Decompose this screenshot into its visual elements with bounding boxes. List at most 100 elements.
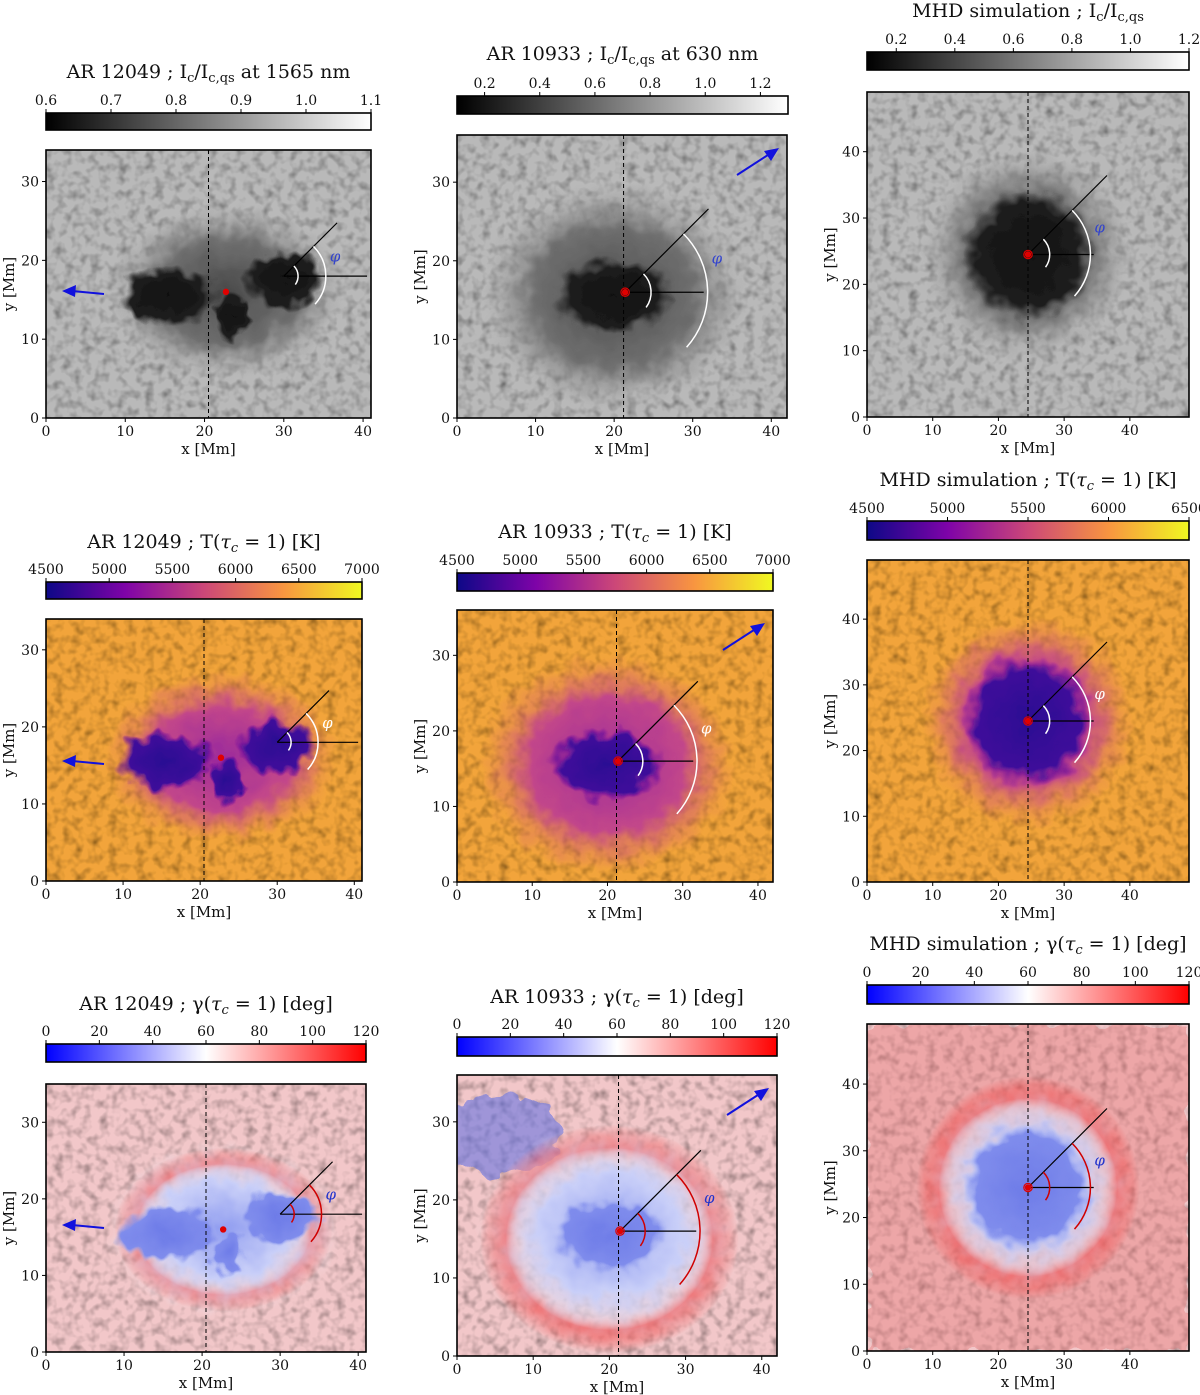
axes-frame — [456, 134, 788, 419]
panel-p13: MHD simulation ; Ic​/Ic,qs​ 0.2 0.4 0.6 0.8 1… — [821, 0, 1200, 457]
x-axis-label: x [Mm] — [595, 440, 650, 458]
phi-label: φ — [326, 1186, 337, 1204]
direction-arrow-line — [71, 760, 105, 765]
colorbar-tick-label: 0.2 — [885, 32, 907, 48]
panel-title: MHD simulation ; T(τc​ = 1) [K] — [879, 469, 1176, 494]
x-tick-label: 10 — [116, 424, 134, 440]
diagonal-ray-line — [619, 1149, 702, 1232]
colorbar-tick-label: 7000 — [755, 553, 791, 569]
phi-label: φ — [704, 1189, 715, 1207]
colorbar-tick-label: 6000 — [218, 562, 254, 578]
x-tick-label: 40 — [1121, 1357, 1139, 1373]
phi-label: φ — [1094, 219, 1105, 237]
y-tick-label: 10 — [842, 344, 860, 360]
map-image — [457, 135, 787, 418]
y-tick-label: 0 — [851, 410, 860, 426]
x-tick-label: 40 — [1121, 888, 1139, 904]
x-tick-label: 10 — [924, 423, 942, 439]
panel-p32: AR 10933 ; γ(τc​ = 1) [deg]0204060801001… — [411, 986, 790, 1395]
outer-arc — [682, 233, 709, 348]
x-tick-label: 0 — [42, 424, 51, 440]
origin-marker — [620, 287, 630, 298]
x-tick-label: 0 — [42, 1358, 51, 1374]
colorbar-tick-label: 100 — [299, 1024, 326, 1040]
colorbar-tick-label: 120 — [353, 1024, 380, 1040]
colorbar-tick-label: 20 — [90, 1024, 108, 1040]
x-tick-label: 0 — [453, 424, 462, 440]
diagonal-ray-line — [1027, 1108, 1108, 1188]
origin-marker — [1023, 1182, 1033, 1193]
center-marker — [1024, 717, 1032, 725]
y-tick-label: 30 — [842, 678, 860, 694]
inner-arc — [1042, 705, 1051, 735]
x-axis-label: x [Mm] — [181, 440, 236, 458]
y-tick-label: 20 — [21, 1192, 39, 1208]
x-tick-label: 0 — [453, 888, 462, 904]
inner-arc — [286, 731, 292, 751]
y-tick-label: 30 — [842, 211, 860, 227]
colorbar — [456, 1036, 778, 1057]
diagonal-ray-line — [1027, 641, 1108, 722]
colorbar-tick-label: 1.1 — [360, 93, 382, 109]
outer-arc — [673, 704, 698, 815]
outer-arc — [1071, 209, 1092, 297]
x-tick-label: 10 — [523, 888, 541, 904]
y-tick-label: 30 — [842, 1144, 860, 1160]
inner-arc — [1042, 238, 1051, 268]
panel-p11: AR 12049 ; Ic​/Ic,qs​ at 1565 nm 0.6 0.7 0.… — [0, 61, 382, 458]
y-tick-label: 30 — [21, 1115, 39, 1131]
y-axis-label: y [Mm] — [821, 227, 839, 283]
panel-title: AR 12049 ; T(τc​ = 1) [K] — [86, 531, 320, 556]
colorbar-tick-label: 120 — [764, 1017, 791, 1033]
colorbar-tick-label: 20 — [912, 965, 930, 981]
phi-label: φ — [330, 247, 341, 265]
colorbar-tick-label: 0.9 — [230, 93, 252, 109]
y-tick-label: 20 — [21, 720, 39, 736]
y-tick-label: 20 — [842, 1211, 860, 1227]
direction-arrow-line — [71, 1224, 105, 1229]
y-tick-label: 0 — [851, 1344, 860, 1360]
colorbar-tick-label: 40 — [144, 1024, 162, 1040]
center-marker — [219, 1226, 227, 1233]
x-tick-label: 30 — [1055, 888, 1073, 904]
origin-marker — [1023, 249, 1033, 260]
direction-arrow-line — [71, 290, 105, 295]
x-tick-label: 10 — [924, 888, 942, 904]
y-tick-label: 0 — [441, 1349, 450, 1365]
colorbar-tick-label: 4500 — [28, 562, 64, 578]
colorbar-tick-label: 1.0 — [1119, 32, 1141, 48]
colorbar-tick-label: 120 — [1176, 965, 1200, 981]
colorbar-tick-label: 0.8 — [639, 76, 661, 92]
center-marker — [1024, 1184, 1032, 1191]
y-tick-label: 10 — [21, 332, 39, 348]
center-marker — [217, 754, 225, 761]
x-tick-label: 0 — [42, 887, 51, 903]
colorbar-tick-label: 40 — [965, 965, 983, 981]
x-tick-label: 10 — [524, 1362, 542, 1378]
y-tick-label: 30 — [432, 175, 450, 191]
direction-arrow-line — [736, 152, 772, 176]
x-tick-label: 40 — [762, 424, 780, 440]
diagonal-ray-line — [624, 208, 709, 293]
panel-title: AR 10933 ; γ(τc​ = 1) [deg] — [489, 986, 744, 1011]
direction-arrow-line — [722, 627, 758, 651]
direction-arrow-head — [62, 285, 76, 297]
y-tick-label: 10 — [842, 1277, 860, 1293]
colorbar-tick-label: 1.0 — [295, 93, 317, 109]
y-tick-label: 10 — [432, 1271, 450, 1287]
colorbar-tick-label: 0 — [863, 965, 872, 981]
center-marker — [1024, 251, 1032, 258]
colorbar-tick-label: 0.6 — [35, 93, 57, 109]
colorbar-tick-label: 6500 — [281, 562, 317, 578]
x-tick-label: 0 — [863, 1357, 872, 1373]
map-image — [457, 610, 773, 882]
diagonal-ray-line — [283, 222, 338, 277]
colorbar-tick-label: 4500 — [439, 553, 475, 569]
y-axis-label: y [Mm] — [0, 723, 18, 779]
map-image — [46, 619, 362, 881]
y-tick-label: 10 — [432, 332, 450, 348]
y-tick-label: 30 — [21, 643, 39, 659]
colorbar-tick-label: 0.7 — [100, 93, 122, 109]
colorbar-tick-label: 0.8 — [165, 93, 187, 109]
x-tick-label: 40 — [354, 424, 372, 440]
